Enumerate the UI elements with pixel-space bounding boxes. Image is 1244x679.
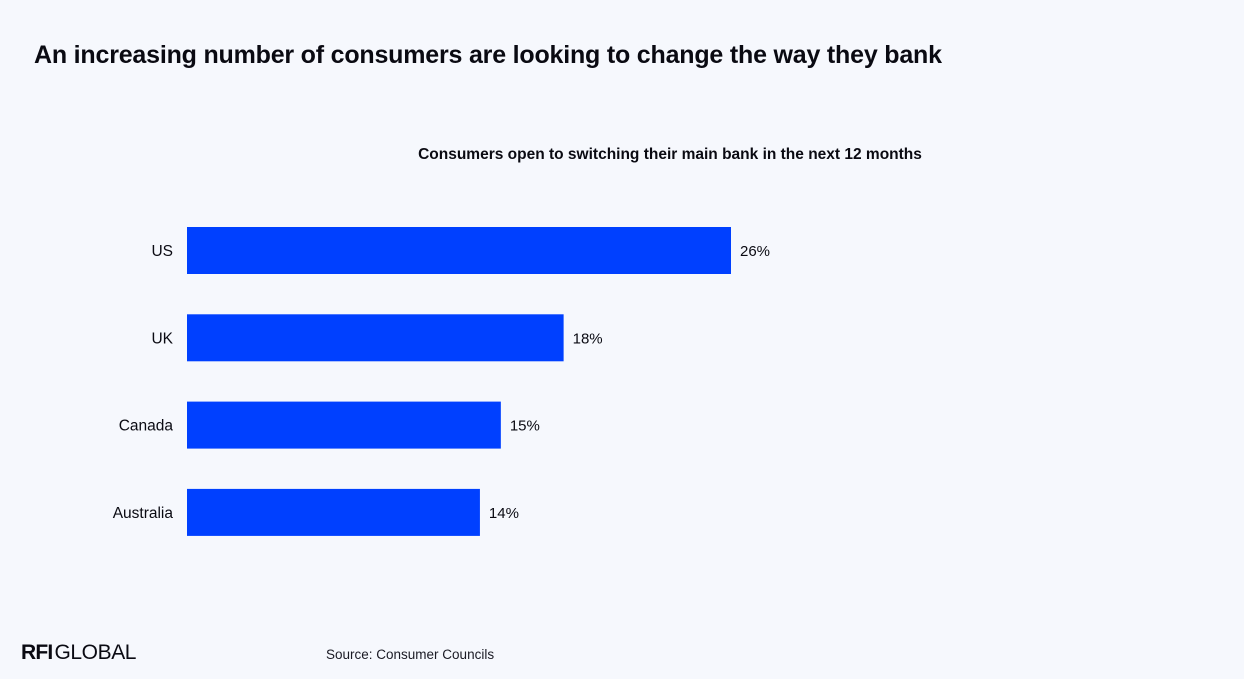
bar-australia	[187, 488, 480, 536]
category-label-uk: UK	[151, 330, 173, 347]
category-label-australia: Australia	[113, 505, 174, 522]
logo-text-bold: RFI	[21, 641, 53, 664]
bar-uk	[187, 314, 564, 362]
chart-title: Consumers open to switching their main b…	[418, 146, 922, 163]
category-label-canada: Canada	[119, 418, 174, 435]
rfi-global-logo: RFI GLOBAL	[21, 640, 136, 666]
bar-canada	[187, 401, 501, 449]
bar-us	[187, 227, 731, 274]
value-label-canada: 15%	[510, 418, 540, 435]
logo-text-light: GLOBAL	[54, 641, 137, 664]
source-note: Source: Consumer Councils	[326, 647, 495, 662]
value-label-uk: 18%	[573, 330, 603, 347]
value-label-us: 26%	[740, 243, 770, 260]
value-label-australia: 14%	[489, 505, 519, 522]
page-title: An increasing number of consumers are lo…	[34, 41, 942, 69]
category-label-us: US	[151, 243, 173, 260]
